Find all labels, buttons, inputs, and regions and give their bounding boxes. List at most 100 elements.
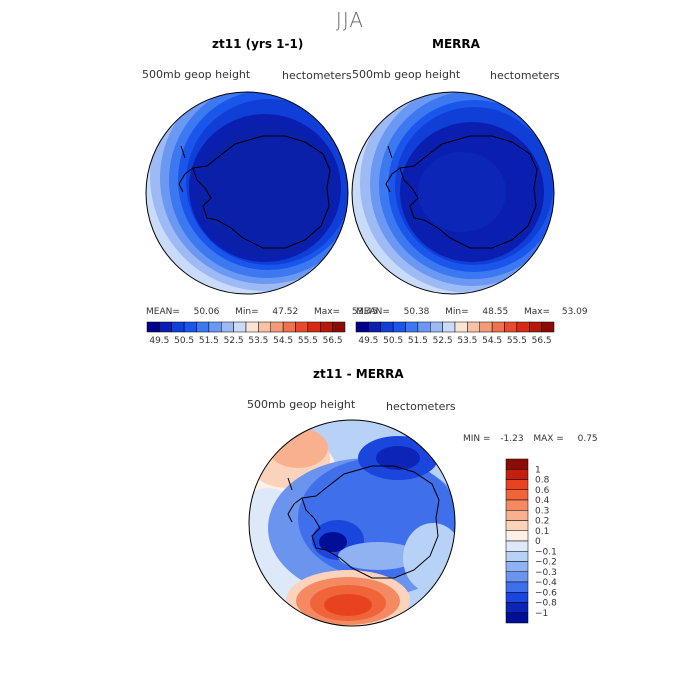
panel2-colorbar-tick-label: 56.5 xyxy=(532,336,552,346)
diff-colorbar-tick-label: 0.6 xyxy=(535,486,550,496)
panel2-colorbar-swatch-2 xyxy=(380,321,394,333)
panel2-colorbar-tick-label: 51.5 xyxy=(408,336,428,346)
panel2-colorbar-swatch-1 xyxy=(368,321,381,333)
diff-min-value: -1.23 xyxy=(500,434,524,444)
panel2-colorbar-swatch-6 xyxy=(430,321,443,333)
diff-colorbar-swatch-8 xyxy=(505,540,529,552)
panel2-colorbar-swatch-9 xyxy=(467,321,480,333)
panel2-field-label: 500mb geop height xyxy=(352,68,461,81)
diff-colorbar-tick-label: 0.2 xyxy=(535,517,549,527)
diff-map xyxy=(248,419,456,627)
panel2-units-label: hectometers xyxy=(490,69,560,82)
panel2-max-value: 53.09 xyxy=(561,307,588,317)
diff-colorbar-tick-label: −0.3 xyxy=(535,568,557,578)
diff-title: zt11 - MERRA xyxy=(313,367,404,381)
panel1-mean-label: MEAN= xyxy=(146,307,180,317)
panel2-colorbar-swatch-15 xyxy=(541,321,555,333)
panel2-colorbar: 49.5 50.5 51.5 52.5 53.5 54.5 55.5 56.5 xyxy=(355,321,555,346)
panel2-mean-value: 50.38 xyxy=(403,307,430,317)
diff-colorbar-tick-label: −0.8 xyxy=(535,599,557,609)
panel1-colorbar: 49.5 50.5 51.5 52.5 53.5 54.5 55.5 56.5 xyxy=(146,321,346,346)
diff-colorbar-tick-label: 0.4 xyxy=(535,496,550,506)
panel2-title: MERRA xyxy=(432,37,480,51)
panel1-colorbar-tick-label: 49.5 xyxy=(149,336,169,346)
panel1-colorbar-swatch-8 xyxy=(245,321,259,333)
panel2-colorbar-tick-label: 52.5 xyxy=(433,336,453,346)
diff-colorbar-swatch-10 xyxy=(505,561,529,572)
diff-colorbar: 10.80.60.40.30.20.10−0.1−0.2−0.3−0.4−0.6… xyxy=(505,458,557,624)
panel2-colorbar-swatch-4 xyxy=(405,321,419,333)
panel1-colorbar-tick-label: 53.5 xyxy=(248,336,268,346)
diff-colorbar-swatch-12 xyxy=(505,581,529,593)
panel1-field-label: 500mb geop height xyxy=(142,68,251,81)
panel2-colorbar-swatch-7 xyxy=(442,321,456,333)
diff-field-label: 500mb geop height xyxy=(247,398,356,411)
panel2-colorbar-swatch-10 xyxy=(479,321,493,333)
diff-colorbar-tick-label: −0.2 xyxy=(535,558,557,568)
panel1-map xyxy=(145,91,349,295)
panel1-mean-value: 50.06 xyxy=(193,307,220,317)
panel2-colorbar-tick-label: 50.5 xyxy=(383,336,403,346)
panel1-max-label: Max= xyxy=(313,307,341,317)
panel1-colorbar-tick-label: 55.5 xyxy=(298,336,318,346)
panel1-max-value: 53.45 xyxy=(351,307,378,317)
panel1-units-label: hectometers xyxy=(282,69,352,82)
panel2-mean-label: MEAN= xyxy=(356,307,390,317)
diff-colorbar-tick-label: −0.4 xyxy=(535,578,557,588)
panel1-colorbar-tick-label: 50.5 xyxy=(174,336,194,346)
panel1-colorbar-tick-label: 54.5 xyxy=(273,336,293,346)
panel2-colorbar-swatch-5 xyxy=(417,321,431,333)
diff-colorbar-tick-label: 0 xyxy=(535,537,541,547)
panel1-colorbar-swatch-14 xyxy=(320,321,333,333)
panel1-colorbar-swatch-13 xyxy=(307,321,321,333)
diff-min-label: MIN = xyxy=(463,434,491,444)
diff-colorbar-swatch-7 xyxy=(505,530,529,542)
panel1-colorbar-swatch-0 xyxy=(146,321,160,333)
panel1-colorbar-swatch-7 xyxy=(233,321,247,333)
diff-colorbar-swatch-6 xyxy=(505,520,529,531)
diff-colorbar-swatch-11 xyxy=(505,571,529,583)
diff-colorbar-swatch-0 xyxy=(505,458,529,470)
panel1-colorbar-swatch-2 xyxy=(171,321,185,333)
panel2-colorbar-swatch-14 xyxy=(529,321,542,333)
panel1-colorbar-swatch-15 xyxy=(332,321,346,333)
panel2-min-label: Min= xyxy=(445,307,469,317)
panel2-max-label: Max= xyxy=(523,307,551,317)
diff-colorbar-swatch-13 xyxy=(505,592,529,603)
panel1-colorbar-swatch-3 xyxy=(183,321,197,333)
diff-minmax: MIN = -1.23 MAX = 0.75 xyxy=(463,434,598,444)
panel2-colorbar-tick-label: 54.5 xyxy=(482,336,502,346)
panel1-colorbar-swatch-9 xyxy=(258,321,271,333)
panel2-colorbar-swatch-8 xyxy=(454,321,468,333)
figure-title: JJA xyxy=(335,8,365,32)
panel2-map xyxy=(351,91,555,295)
panel1-colorbar-swatch-4 xyxy=(196,321,210,333)
diff-colorbar-swatch-1 xyxy=(505,469,529,480)
panel1-stats: MEAN= 50.06 Min= 47.52 Max= 53.45 xyxy=(146,307,378,317)
diff-colorbar-tick-label: 0.8 xyxy=(535,476,550,486)
panel2-colorbar-swatch-13 xyxy=(516,321,530,333)
panel1-colorbar-tick-label: 51.5 xyxy=(199,336,219,346)
panel1-min-value: 47.52 xyxy=(272,307,299,317)
diff-colorbar-swatch-5 xyxy=(505,510,529,521)
panel1-colorbar-tick-label: 56.5 xyxy=(323,336,343,346)
diff-colorbar-swatch-4 xyxy=(505,499,529,511)
diff-colorbar-tick-label: 0.1 xyxy=(535,527,549,537)
panel1-colorbar-swatch-11 xyxy=(282,321,296,333)
diff-colorbar-swatch-3 xyxy=(505,489,529,501)
diff-colorbar-tick-label: 0.3 xyxy=(535,506,549,516)
diff-colorbar-swatch-15 xyxy=(505,612,529,624)
panel1-colorbar-tick-label: 52.5 xyxy=(224,336,244,346)
panel2-colorbar-tick-label: 55.5 xyxy=(507,336,527,346)
diff-colorbar-swatch-2 xyxy=(505,479,529,490)
diff-colorbar-tick-label: −1 xyxy=(535,609,548,619)
panel1-colorbar-swatch-5 xyxy=(208,321,222,333)
panel2-min-value: 48.55 xyxy=(482,307,509,317)
panel1-title: zt11 (yrs 1-1) xyxy=(212,37,304,51)
panel1-colorbar-swatch-6 xyxy=(221,321,234,333)
diff-max-label: MAX = xyxy=(533,434,564,444)
panel1-colorbar-swatch-1 xyxy=(159,321,172,333)
diff-max-value: 0.75 xyxy=(577,434,598,444)
diff-colorbar-tick-label: −0.6 xyxy=(535,588,557,598)
panel2-colorbar-swatch-11 xyxy=(491,321,505,333)
